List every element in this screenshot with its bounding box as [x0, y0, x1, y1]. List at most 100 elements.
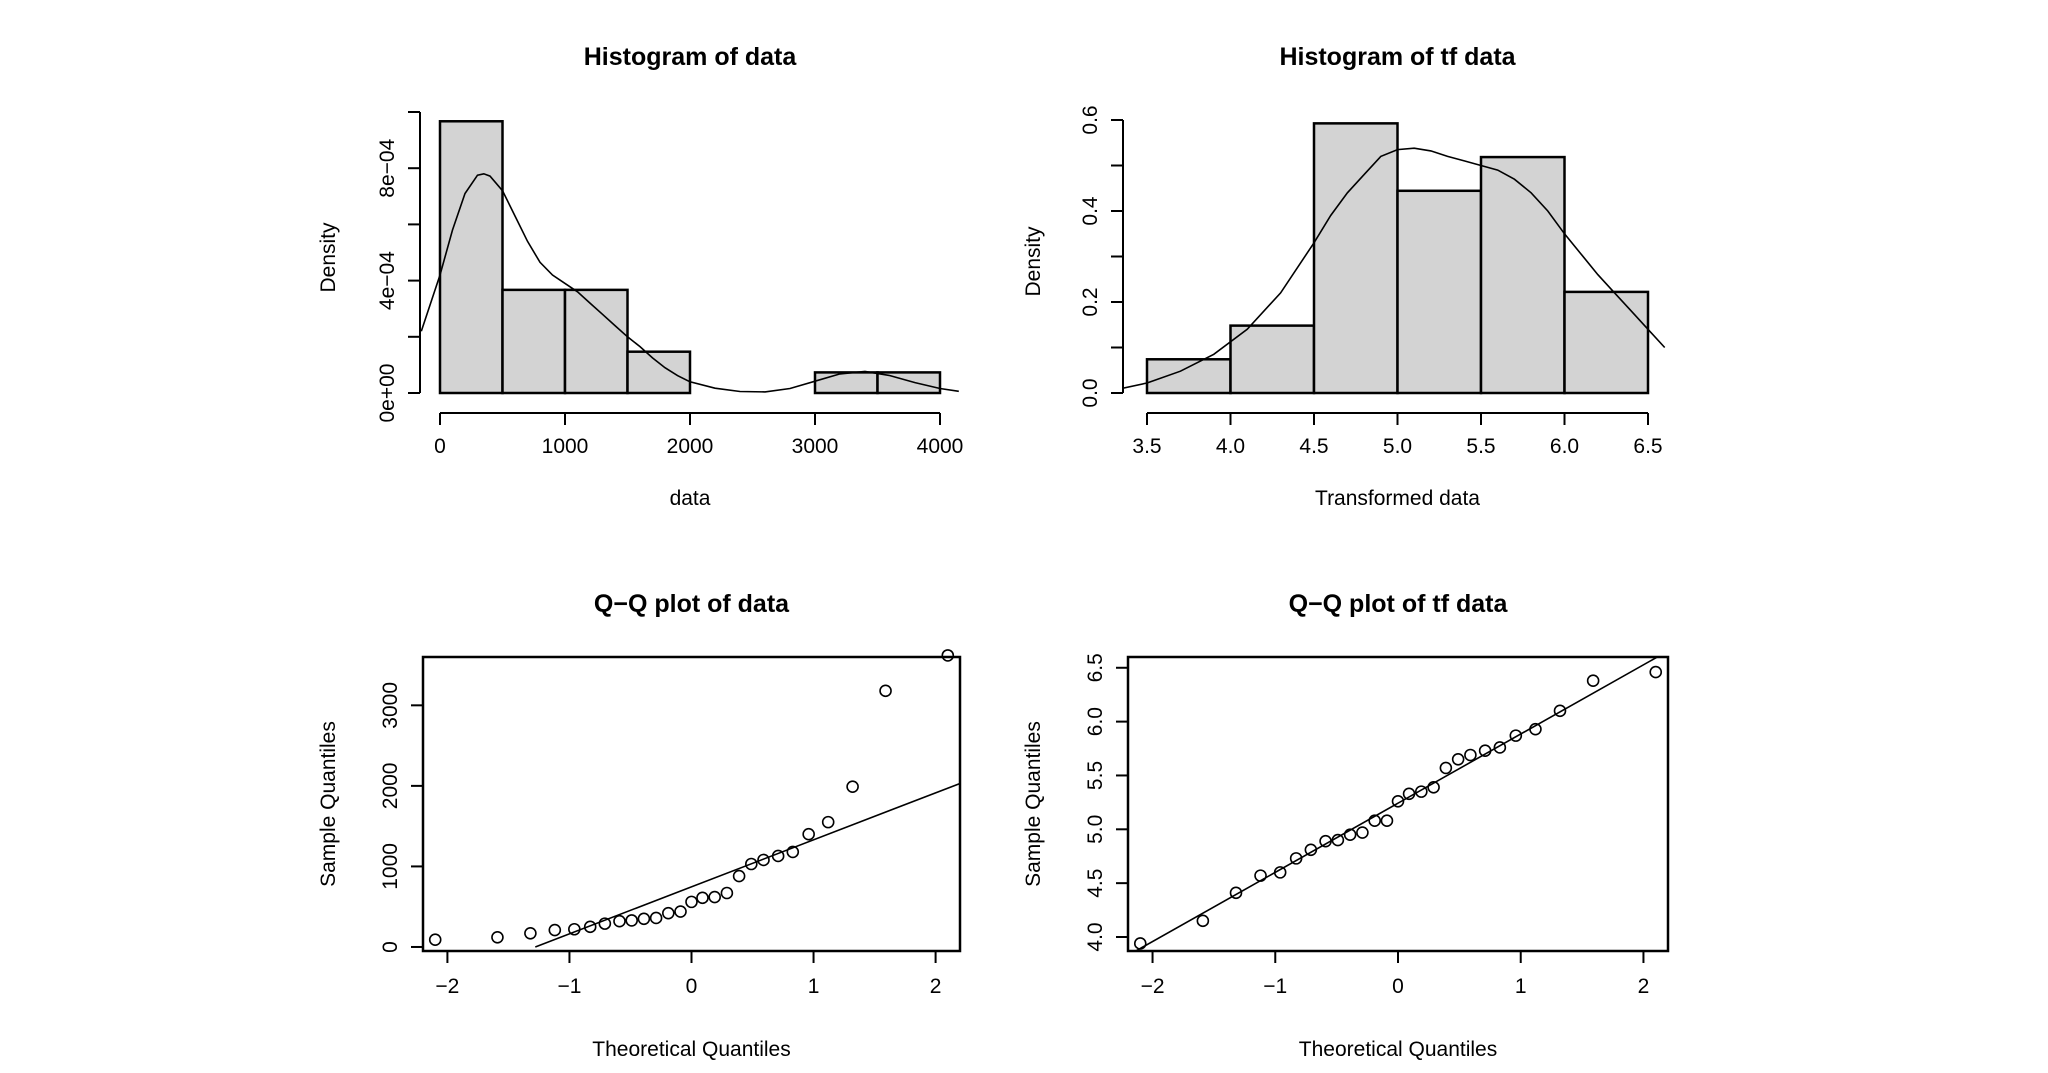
histogram-bar — [438, 120, 504, 395]
qq-point — [1586, 674, 1600, 687]
x-tick-label: 6.0 — [1550, 435, 1579, 458]
qq-point — [941, 649, 955, 662]
qq-point — [598, 917, 612, 930]
x-tick-label: 5.5 — [1466, 435, 1495, 458]
y-tick-label: 2000 — [379, 763, 402, 810]
histogram-bar — [813, 371, 879, 395]
x-tick-label: −2 — [1141, 975, 1165, 998]
y-tick-label: 4.5 — [1084, 869, 1107, 898]
qq-point — [1196, 914, 1210, 928]
x-tick-label: −2 — [435, 975, 459, 998]
x-tick-label: 4.5 — [1299, 435, 1328, 458]
qq-point — [1529, 722, 1542, 736]
histogram-bar — [1563, 290, 1650, 395]
chart-panel-3: −2 −1 0 1 2 0 1000 2000 3000 Q−Q plot of data Theo… — [317, 590, 962, 1061]
x-tick-label: 3.5 — [1132, 435, 1161, 458]
qq-point — [1402, 787, 1416, 801]
x-axis-label: data — [670, 487, 711, 510]
histogram-bar — [1396, 189, 1483, 395]
y-tick-label: 4.0 — [1084, 922, 1107, 951]
chart-panel-2: 3.5 4.0 4.5 5.0 5.5 6.0 6.5 0.0 0.2 0.4 0.6 Histogr… — [1022, 43, 1666, 510]
qq-point — [1451, 753, 1465, 766]
qq-point — [1331, 833, 1345, 847]
qq-point — [1356, 826, 1369, 839]
qq-point — [428, 933, 442, 947]
y-axis-label: Sample Quantiles — [317, 721, 340, 887]
qq-point — [1464, 748, 1477, 762]
qq-point — [1427, 781, 1440, 794]
x-tick-label: 6.5 — [1633, 435, 1662, 458]
chart-title: Q−Q plot of tf data — [1289, 590, 1509, 618]
qq-point — [1368, 814, 1381, 827]
qq-point — [1553, 704, 1567, 718]
y-axis-label: Density — [1022, 226, 1045, 297]
x-tick-label: 4.0 — [1216, 435, 1245, 458]
x-axis-label: Transformed data — [1315, 487, 1480, 510]
y-tick-label: 0e+00 — [376, 364, 399, 423]
x-axis-label: Theoretical Quantiles — [1299, 1038, 1497, 1061]
chart-title: Histogram of tf data — [1279, 43, 1516, 71]
qq-point — [771, 849, 785, 863]
x-tick-label: 0 — [434, 435, 446, 458]
qq-point — [613, 914, 626, 928]
qq-point — [625, 914, 638, 927]
x-tick-label: 1 — [1515, 975, 1527, 998]
qq-point — [568, 922, 581, 936]
qq-point — [491, 931, 504, 944]
qq-point — [1319, 834, 1332, 848]
histogram-bar — [1145, 358, 1232, 395]
x-tick-label: 1000 — [542, 435, 589, 458]
chart-panel-1: 0 1000 2000 3000 4000 0e+00 4e−04 8e−04 Histogra… — [317, 43, 963, 510]
y-tick-label: 0.6 — [1079, 105, 1102, 134]
qq-point — [1415, 785, 1428, 798]
x-tick-label: 0 — [686, 975, 698, 998]
x-tick-label: 1 — [808, 975, 820, 998]
x-tick-label: 2 — [1638, 975, 1650, 998]
x-tick-label: 4000 — [917, 435, 964, 458]
y-tick-label: 8e−04 — [376, 138, 399, 197]
qq-point — [1273, 866, 1287, 879]
qq-point — [846, 780, 859, 793]
qq-point — [524, 926, 537, 940]
x-tick-label: −1 — [557, 975, 581, 998]
qq-point — [1391, 795, 1405, 808]
histogram-bar — [563, 288, 629, 395]
histogram-bar — [501, 288, 567, 395]
qq-point — [732, 869, 746, 883]
y-tick-label: 4e−04 — [376, 251, 399, 310]
qq-point — [1478, 744, 1492, 757]
qq-point — [548, 923, 562, 937]
qq-point — [696, 891, 709, 905]
qq-point — [1304, 843, 1318, 857]
qq-point — [1439, 761, 1453, 775]
y-tick-label: 1000 — [379, 843, 402, 890]
qq-reference-line — [534, 782, 960, 948]
y-tick-label: 0.0 — [1079, 378, 1102, 407]
chart-panel-4: −2 −1 0 1 2 4.0 4.5 5.0 5.5 6.0 6.5 Q−Q plot of tf … — [1022, 590, 1670, 1061]
histogram-bar — [626, 350, 692, 395]
qq-point — [637, 912, 651, 926]
qq-point — [745, 857, 758, 871]
qq-point — [1509, 729, 1523, 742]
qq-reference-line — [1134, 657, 1659, 951]
histogram-bar — [1229, 324, 1316, 395]
qq-point — [720, 886, 734, 900]
y-tick-label: 5.5 — [1084, 761, 1107, 790]
qq-point — [685, 895, 698, 909]
x-tick-label: 2000 — [667, 435, 714, 458]
y-tick-label: 3000 — [379, 682, 402, 729]
histogram-bar — [1312, 122, 1399, 395]
density-curve — [420, 172, 959, 393]
x-axis-label: Theoretical Quantiles — [592, 1038, 790, 1061]
qq-point — [1380, 814, 1394, 827]
y-tick-label: 6.5 — [1084, 653, 1107, 682]
qq-point — [821, 815, 835, 829]
qq-point — [674, 905, 687, 918]
y-axis-label: Density — [317, 222, 340, 293]
y-axis-label: Sample Quantiles — [1022, 721, 1045, 887]
qq-point — [879, 684, 892, 698]
qq-point — [786, 845, 800, 859]
chart-title: Q−Q plot of data — [594, 590, 790, 618]
qq-point — [708, 890, 721, 904]
qq-point — [1649, 665, 1663, 679]
